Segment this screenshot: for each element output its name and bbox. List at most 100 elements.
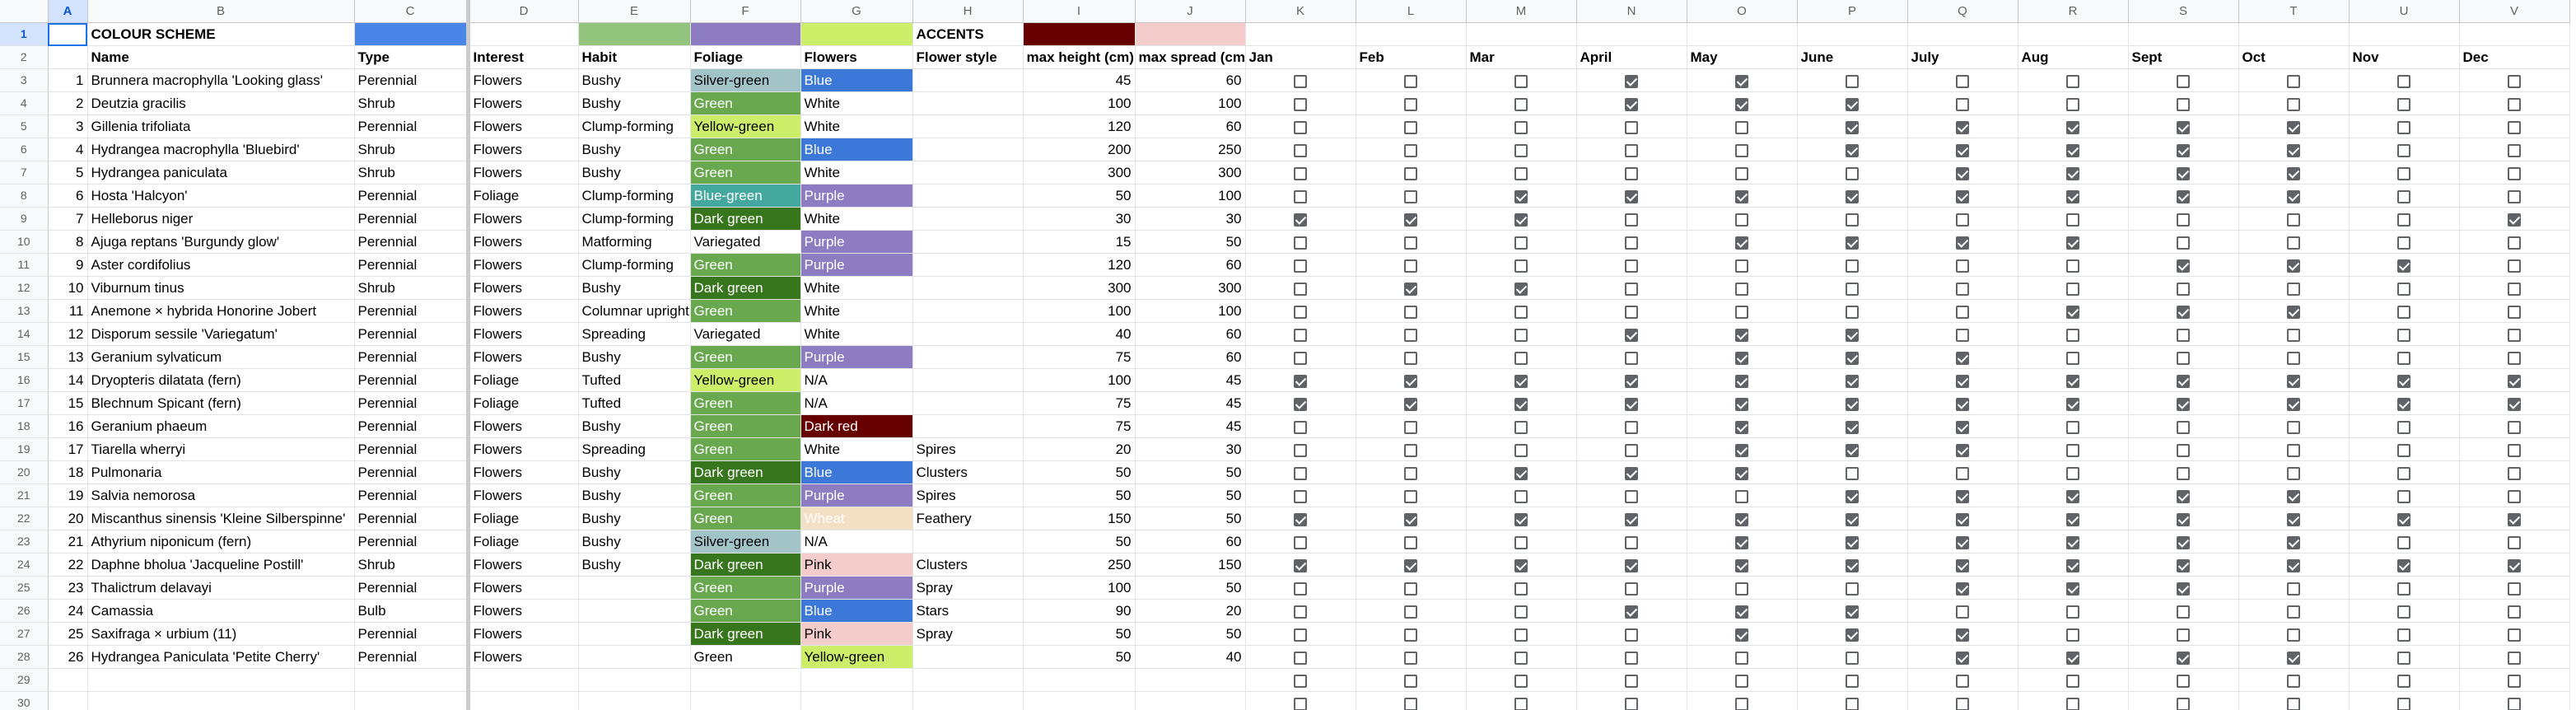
cell-B12[interactable]: Viburnum tinus xyxy=(87,276,355,300)
month-checkbox-cell-L17[interactable] xyxy=(1356,391,1467,415)
cell-C18[interactable]: Perennial xyxy=(354,414,470,438)
checkbox-unchecked[interactable] xyxy=(1514,605,1528,619)
checkbox-unchecked[interactable] xyxy=(1514,628,1528,642)
checkbox-unchecked[interactable] xyxy=(1956,605,1969,619)
month-checkbox-cell-V28[interactable] xyxy=(2459,645,2570,669)
month-checkbox-cell-R9[interactable] xyxy=(2018,207,2129,231)
checkbox-checked[interactable] xyxy=(1735,535,1748,549)
month-checkbox-cell-L29[interactable] xyxy=(1356,668,1467,692)
cell-I26[interactable]: 90 xyxy=(1023,599,1136,623)
cell-H30[interactable] xyxy=(912,691,1024,710)
cell-D29[interactable] xyxy=(468,668,579,692)
cell-D14[interactable]: Flowers xyxy=(468,322,579,346)
checkbox-unchecked[interactable] xyxy=(1625,120,1638,134)
checkbox-unchecked[interactable] xyxy=(2287,582,2300,596)
cell-D9[interactable]: Flowers xyxy=(468,207,579,231)
cell-E4[interactable]: Bushy xyxy=(578,91,691,115)
checkbox-checked[interactable] xyxy=(1735,628,1748,642)
month-checkbox-cell-M4[interactable] xyxy=(1466,91,1577,115)
cell-J26[interactable]: 20 xyxy=(1135,599,1246,623)
checkbox-unchecked[interactable] xyxy=(1625,697,1638,710)
checkbox-checked[interactable] xyxy=(1514,512,1528,526)
checkbox-checked[interactable] xyxy=(1294,213,1307,227)
month-checkbox-cell-P21[interactable] xyxy=(1797,483,1908,507)
cell-C22[interactable]: Perennial xyxy=(354,507,470,530)
row-header-1[interactable]: 1 xyxy=(0,22,49,46)
checkbox-checked[interactable] xyxy=(2066,489,2079,503)
checkbox-checked[interactable] xyxy=(2287,259,2300,273)
cell-D8[interactable]: Foliage xyxy=(468,184,579,208)
checkbox-checked[interactable] xyxy=(2287,558,2300,572)
cell-A23[interactable]: 21 xyxy=(48,530,88,554)
month-checkbox-cell-L18[interactable] xyxy=(1356,414,1467,438)
cell-A17[interactable]: 15 xyxy=(48,391,88,415)
month-checkbox-cell-V14[interactable] xyxy=(2459,322,2570,346)
cell-G2[interactable]: Flowers xyxy=(800,45,913,69)
checkbox-unchecked[interactable] xyxy=(1404,605,1417,619)
checkbox-unchecked[interactable] xyxy=(1404,443,1417,457)
month-checkbox-cell-R5[interactable] xyxy=(2018,114,2129,138)
checkbox-unchecked[interactable] xyxy=(1514,351,1528,365)
checkbox-checked[interactable] xyxy=(1846,420,1859,434)
month-checkbox-cell-K14[interactable] xyxy=(1245,322,1356,346)
month-checkbox-cell-R4[interactable] xyxy=(2018,91,2129,115)
month-checkbox-cell-K15[interactable] xyxy=(1245,345,1356,369)
month-checkbox-cell-M25[interactable] xyxy=(1466,576,1577,600)
cell-A8[interactable]: 6 xyxy=(48,184,88,208)
checkbox-checked[interactable] xyxy=(2287,305,2300,319)
cell-F30[interactable] xyxy=(690,691,801,710)
checkbox-unchecked[interactable] xyxy=(2397,74,2410,88)
checkbox-checked[interactable] xyxy=(1956,166,1969,180)
cell-E11[interactable]: Clump-forming xyxy=(578,253,691,277)
checkbox-checked[interactable] xyxy=(1625,74,1638,88)
month-checkbox-cell-V24[interactable] xyxy=(2459,553,2570,577)
checkbox-checked[interactable] xyxy=(2177,582,2190,596)
checkbox-unchecked[interactable] xyxy=(1294,651,1307,665)
cell-G11[interactable]: Purple xyxy=(800,253,913,277)
cell-I5[interactable]: 120 xyxy=(1023,114,1136,138)
row-header-15[interactable]: 15 xyxy=(0,345,49,369)
cell-I10[interactable]: 15 xyxy=(1023,230,1136,254)
checkbox-unchecked[interactable] xyxy=(1404,628,1417,642)
month-checkbox-cell-V25[interactable] xyxy=(2459,576,2570,600)
row-header-26[interactable]: 26 xyxy=(0,599,49,623)
checkbox-unchecked[interactable] xyxy=(2177,328,2190,342)
checkbox-unchecked[interactable] xyxy=(2066,213,2079,227)
checkbox-unchecked[interactable] xyxy=(1625,420,1638,434)
month-checkbox-cell-K4[interactable] xyxy=(1245,91,1356,115)
checkbox-unchecked[interactable] xyxy=(1846,697,1859,710)
month-checkbox-cell-K25[interactable] xyxy=(1245,576,1356,600)
cell-I15[interactable]: 75 xyxy=(1023,345,1136,369)
month-checkbox-cell-K22[interactable] xyxy=(1245,507,1356,530)
checkbox-unchecked[interactable] xyxy=(1956,674,1969,688)
checkbox-checked[interactable] xyxy=(2287,512,2300,526)
month-checkbox-cell-P4[interactable] xyxy=(1797,91,1908,115)
cell-G20[interactable]: Blue xyxy=(800,460,913,484)
checkbox-unchecked[interactable] xyxy=(2508,605,2521,619)
checkbox-unchecked[interactable] xyxy=(1625,651,1638,665)
month-checkbox-cell-L3[interactable] xyxy=(1356,68,1467,92)
month-checkbox-cell-M16[interactable] xyxy=(1466,368,1577,392)
cell-G1[interactable] xyxy=(800,22,913,46)
month-checkbox-cell-T14[interactable] xyxy=(2238,322,2350,346)
checkbox-checked[interactable] xyxy=(1625,558,1638,572)
checkbox-checked[interactable] xyxy=(2066,651,2079,665)
checkbox-unchecked[interactable] xyxy=(1846,282,1859,296)
checkbox-unchecked[interactable] xyxy=(1956,305,1969,319)
checkbox-checked[interactable] xyxy=(2066,305,2079,319)
month-checkbox-cell-O16[interactable] xyxy=(1687,368,1798,392)
month-checkbox-cell-V13[interactable] xyxy=(2459,299,2570,323)
month-checkbox-cell-K5[interactable] xyxy=(1245,114,1356,138)
checkbox-checked[interactable] xyxy=(2287,374,2300,388)
checkbox-checked[interactable] xyxy=(1846,374,1859,388)
cell-I1[interactable] xyxy=(1023,22,1136,46)
cell-C11[interactable]: Perennial xyxy=(354,253,470,277)
cell-G30[interactable] xyxy=(800,691,913,710)
cell-I6[interactable]: 200 xyxy=(1023,138,1136,161)
cell-D4[interactable]: Flowers xyxy=(468,91,579,115)
cell-F10[interactable]: Variegated xyxy=(690,230,801,254)
cell-E14[interactable]: Spreading xyxy=(578,322,691,346)
cell-I20[interactable]: 50 xyxy=(1023,460,1136,484)
cell-B9[interactable]: Helleborus niger xyxy=(87,207,355,231)
